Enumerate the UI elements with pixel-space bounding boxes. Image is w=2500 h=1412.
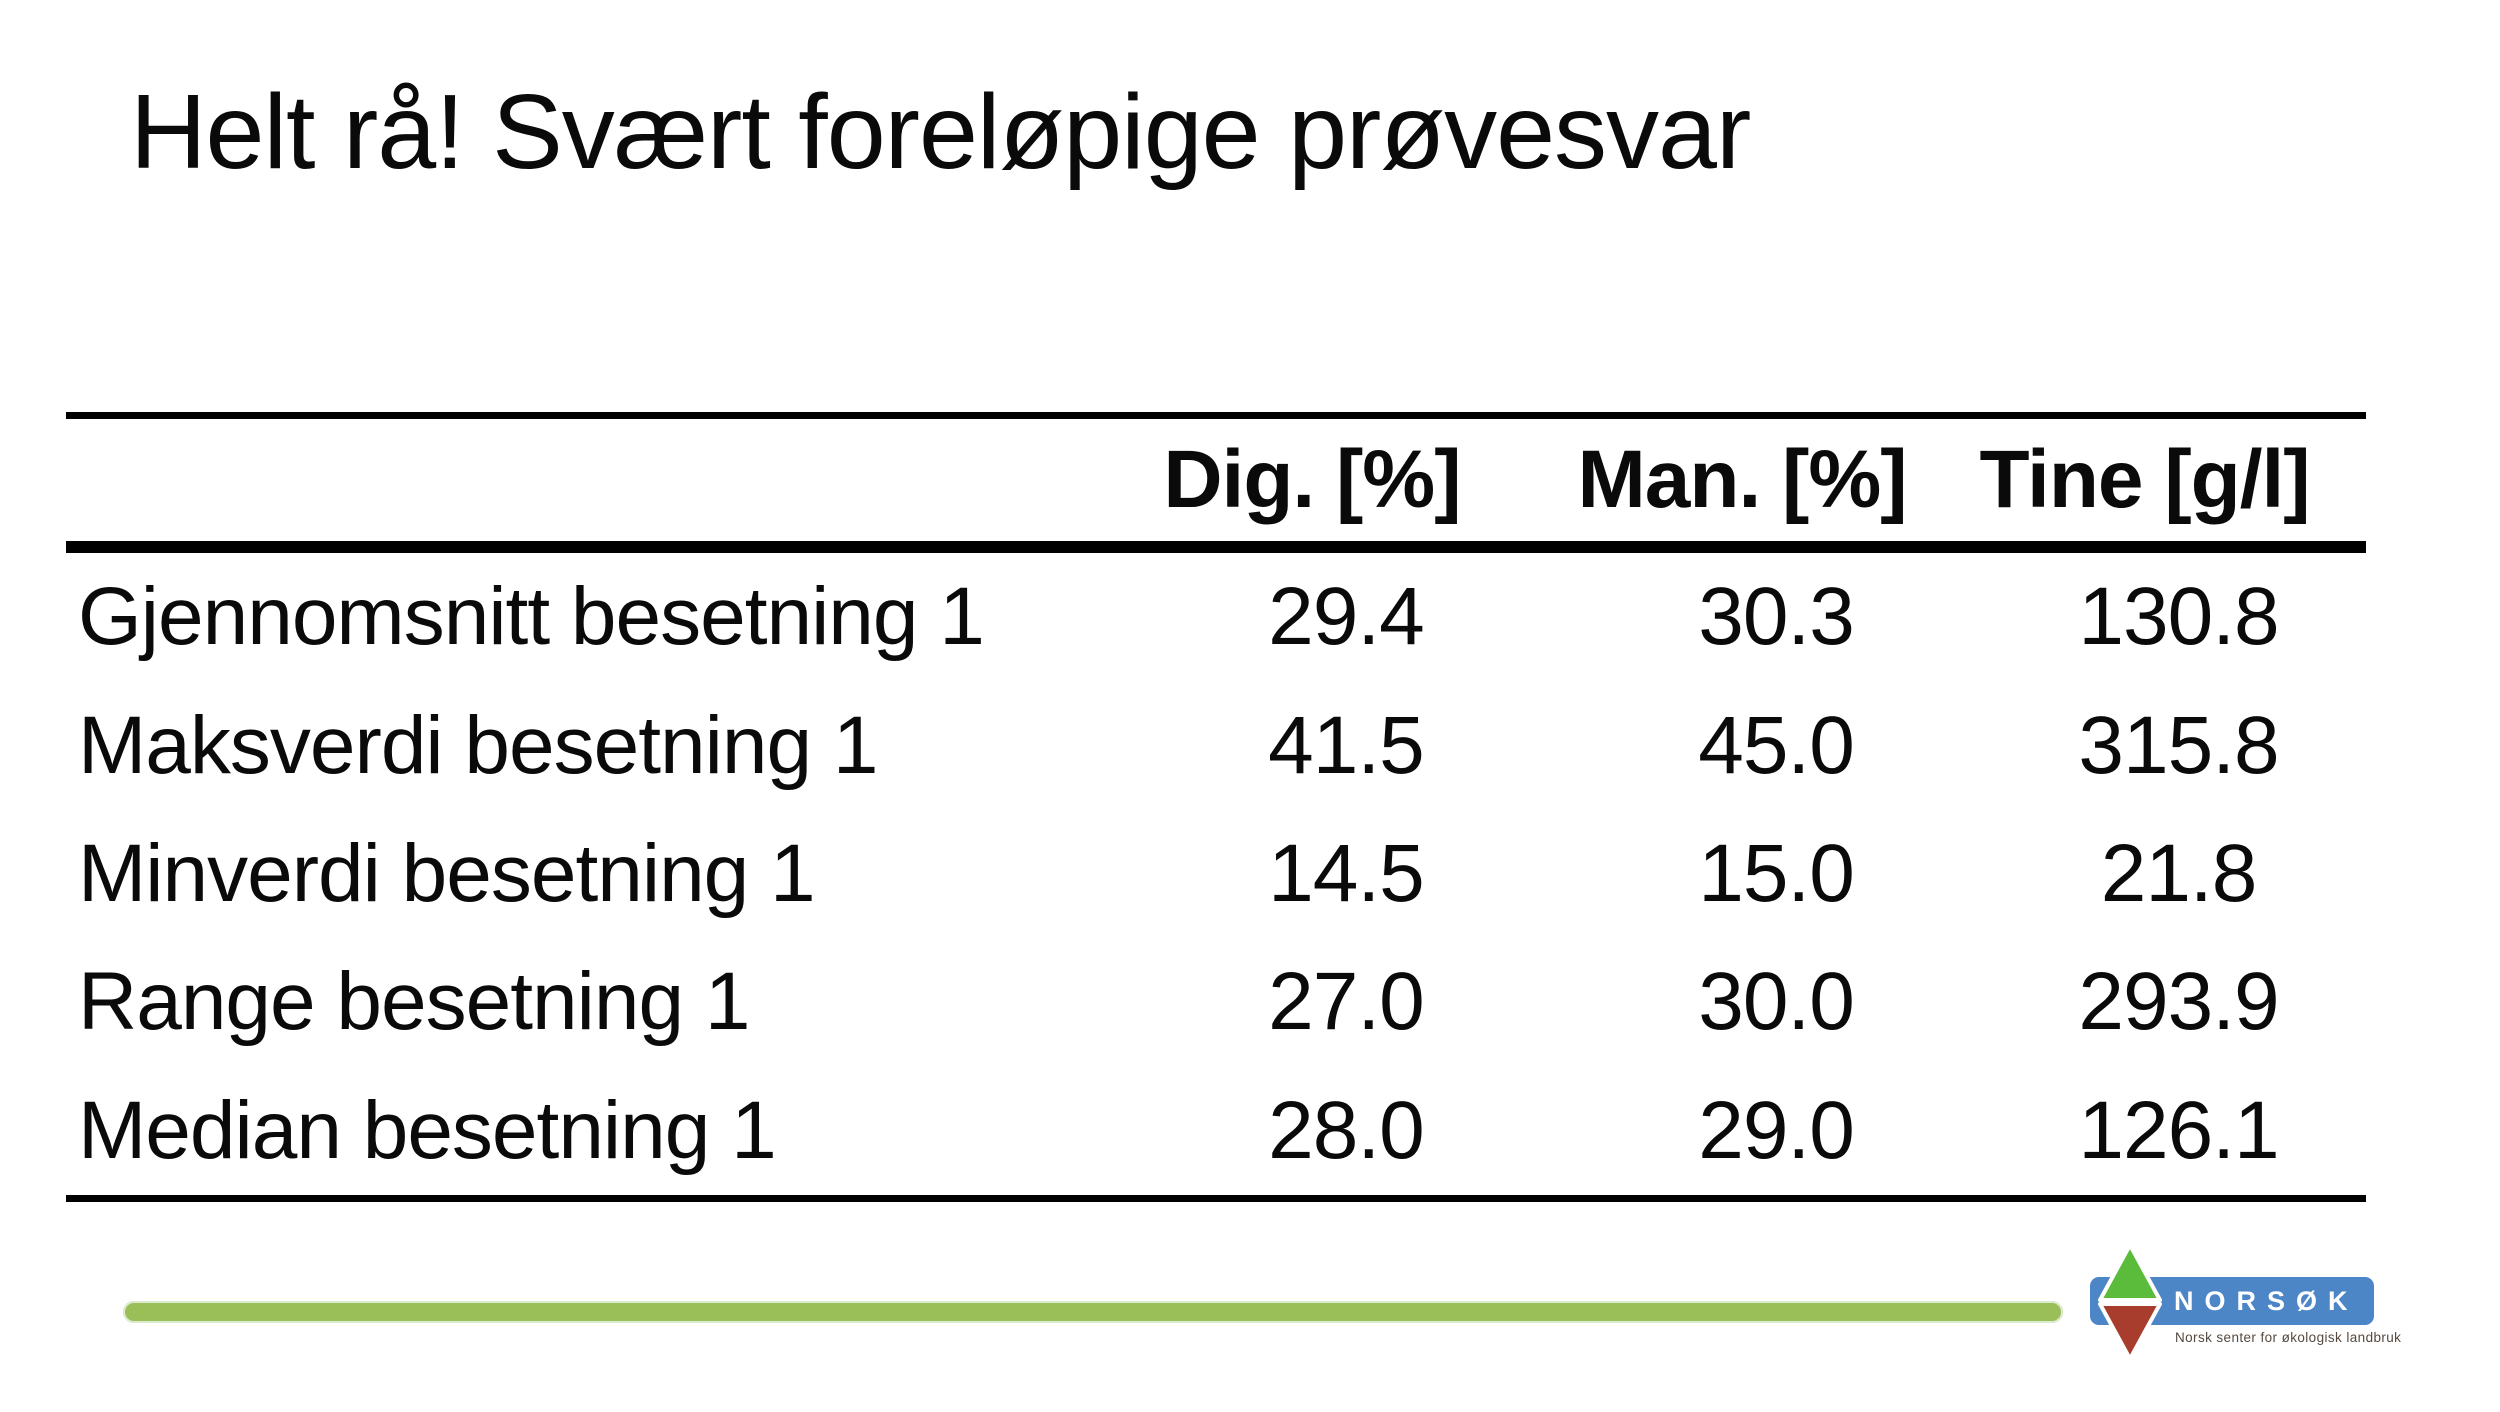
cell-tine: 315.8 (2078, 699, 2279, 791)
cell-man: 45.0 (1698, 699, 1855, 791)
column-header-dig: Dig. [%] (1163, 434, 1461, 525)
slide-title: Helt rå! Svært foreløpige prøvesvar (130, 73, 1751, 191)
diamond-green-triangle (2098, 1243, 2162, 1302)
row-label: Minverdi besetning 1 (78, 827, 816, 919)
cell-man: 15.0 (1698, 827, 1855, 919)
cell-tine: 126.1 (2078, 1084, 2279, 1176)
diamond-red-triangle (2098, 1302, 2162, 1361)
cell-dig: 27.0 (1268, 956, 1425, 1048)
cell-dig: 41.5 (1268, 699, 1425, 791)
results-table: Dig. [%] Man. [%] Tine [g/l] Gjennomsnit… (66, 412, 2366, 1202)
row-label: Median besetning 1 (78, 1084, 777, 1176)
cell-dig: 14.5 (1268, 827, 1425, 919)
table-header-row: Dig. [%] Man. [%] Tine [g/l] (66, 419, 2366, 553)
cell-tine: 21.8 (2100, 827, 2258, 919)
column-header-man: Man. [%] (1577, 434, 1907, 525)
footer-accent-bar (123, 1301, 2063, 1323)
norsok-diamond-icon (2098, 1243, 2162, 1361)
cell-man: 29.0 (1698, 1084, 1855, 1176)
cell-man: 30.3 (1698, 571, 1855, 663)
table-row: Median besetning 1 28.0 29.0 126.1 (66, 1067, 2366, 1195)
norsok-logo: NORSØK Norsk senter for økologisk landbr… (2088, 1243, 2488, 1403)
cell-tine: 130.8 (2078, 571, 2279, 663)
norsok-logo-text: NORSØK (2174, 1285, 2359, 1316)
table-row: Maksverdi besetning 1 41.5 45.0 315.8 (66, 681, 2366, 809)
norsok-logo-tagline: Norsk senter for økologisk landbruk (2175, 1330, 2402, 1345)
cell-man: 30.0 (1698, 956, 1855, 1048)
cell-tine: 293.9 (2078, 956, 2279, 1048)
row-label: Gjennomsnitt besetning 1 (78, 571, 985, 663)
cell-dig: 28.0 (1268, 1084, 1425, 1176)
cell-dig: 29.4 (1268, 571, 1425, 663)
table-row: Gjennomsnitt besetning 1 29.4 30.3 130.8 (66, 553, 2366, 681)
row-label: Maksverdi besetning 1 (78, 699, 878, 791)
table-row: Minverdi besetning 1 14.5 15.0 21.8 (66, 810, 2366, 938)
row-label: Range besetning 1 (78, 956, 750, 1048)
column-header-tine: Tine [g/l] (1979, 434, 2310, 525)
table-row: Range besetning 1 27.0 30.0 293.9 (66, 938, 2366, 1066)
